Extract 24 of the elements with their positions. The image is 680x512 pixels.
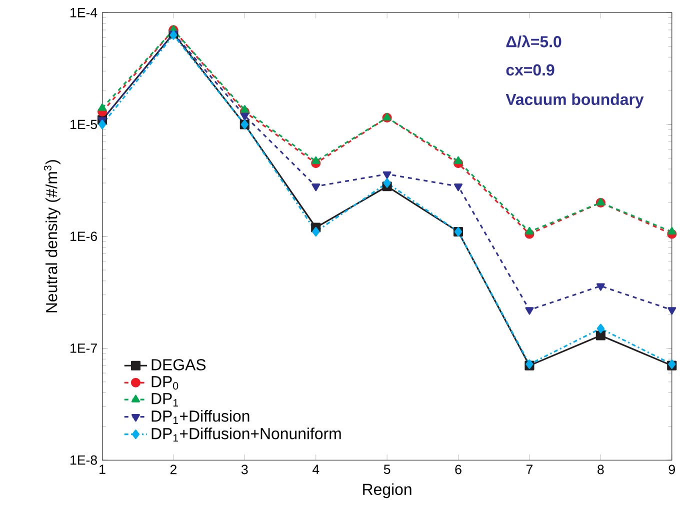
legend-label: DP$_{0}$ <box>152 376 178 390</box>
x-tick-label: 7 <box>526 464 533 474</box>
x-tick-label: 8 <box>598 464 604 474</box>
y-tick-label: 1E-5 <box>70 120 98 130</box>
legend-label: DP$_{1}$+Diffusion+Nonuniform <box>152 428 341 442</box>
x-axis-title: Region <box>363 483 412 498</box>
x-tick-label: 6 <box>455 464 462 474</box>
annotation: cx=0.9 <box>506 64 554 76</box>
x-tick-label: 5 <box>384 464 390 474</box>
x-tick-label: 3 <box>241 464 248 474</box>
x-tick-label: 2 <box>170 464 176 474</box>
y-tick-label: 1E-6 <box>70 232 97 242</box>
y-tick-label: 1E-4 <box>70 8 98 18</box>
y-tick-label: 1E-8 <box>70 455 97 465</box>
y-tick-label: 1E-7 <box>70 344 97 353</box>
legend-label: DEGAS <box>152 359 206 370</box>
legend-label: DP$_{1}$+Diffusion <box>152 410 250 424</box>
x-tick-label: 9 <box>668 464 675 474</box>
x-tick-label: 4 <box>312 464 320 474</box>
y-axis-title: Neutral density (#/m$^{3}$) <box>44 160 60 312</box>
x-tick-label: 1 <box>100 464 106 474</box>
annotation: Vacuum boundary <box>506 93 644 108</box>
legend-label: DP$_{1}$ <box>152 393 178 407</box>
annotation: Δ/λ=5.0 <box>506 35 562 48</box>
